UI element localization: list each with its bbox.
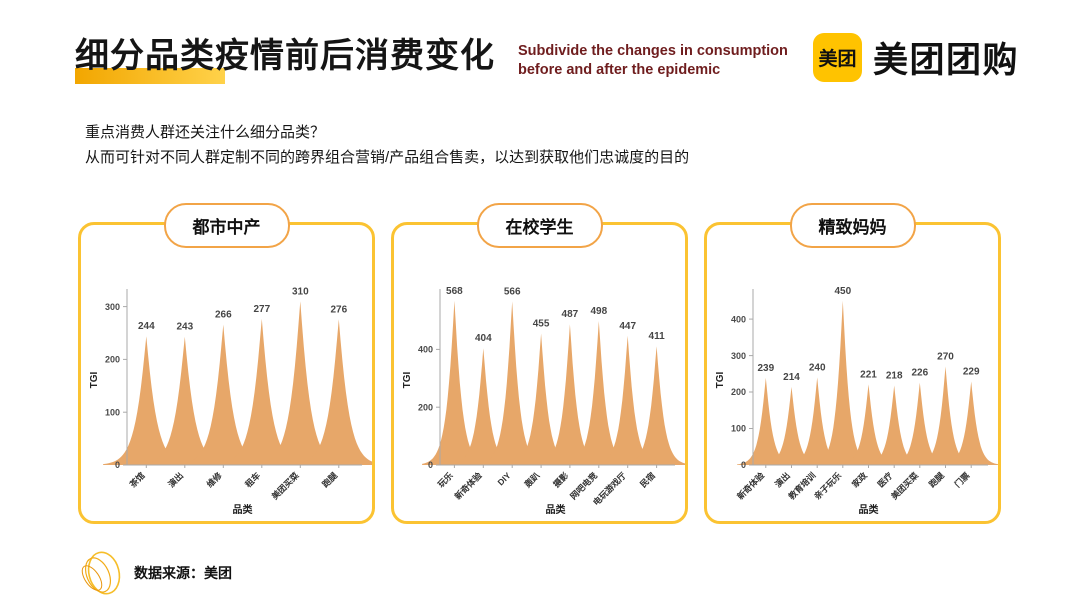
svg-text:家政: 家政 bbox=[850, 470, 869, 489]
svg-text:0: 0 bbox=[115, 460, 120, 470]
svg-text:568: 568 bbox=[446, 286, 463, 297]
svg-text:品类: 品类 bbox=[233, 503, 253, 516]
svg-text:200: 200 bbox=[418, 402, 433, 412]
svg-text:200: 200 bbox=[731, 387, 746, 397]
svg-text:摄影: 摄影 bbox=[551, 470, 570, 489]
svg-text:229: 229 bbox=[963, 367, 980, 378]
intro-line2: 从而可针对不同人群定制不同的跨界组合营销/产品组合售卖，以达到获取他们忠诚度的目… bbox=[85, 149, 690, 166]
svg-text:270: 270 bbox=[937, 352, 954, 363]
intro-line1: 重点消费人群还关注什么细分品类？ bbox=[85, 124, 326, 141]
page-subtitle-en: Subdivide the changes in consumption bef… bbox=[518, 42, 788, 80]
svg-text:487: 487 bbox=[562, 309, 579, 320]
svg-text:455: 455 bbox=[533, 319, 550, 330]
svg-text:品类: 品类 bbox=[859, 503, 879, 516]
data-source-text: 数据来源：美团 bbox=[134, 565, 232, 581]
svg-text:200: 200 bbox=[105, 355, 120, 365]
panel-title-pill: 精致妈妈 bbox=[789, 203, 916, 248]
svg-text:266: 266 bbox=[215, 310, 232, 321]
panel-urban-middle-class: 都市中产 244 243 266 277 310 276 0 100 200 300 茶馆 演出 维修租… bbox=[78, 203, 375, 524]
svg-text:100: 100 bbox=[731, 424, 746, 434]
svg-text:100: 100 bbox=[105, 407, 120, 417]
svg-text:214: 214 bbox=[783, 372, 800, 383]
svg-text:民宿: 民宿 bbox=[638, 470, 657, 489]
svg-text:亲子玩乐: 亲子玩乐 bbox=[812, 470, 843, 501]
svg-text:门票: 门票 bbox=[953, 470, 972, 489]
panel-title-pill: 都市中产 bbox=[163, 203, 290, 248]
svg-text:277: 277 bbox=[253, 304, 270, 315]
decorative-ellipses-icon bbox=[81, 551, 121, 595]
svg-text:跑腿: 跑腿 bbox=[927, 470, 946, 489]
svg-text:498: 498 bbox=[590, 306, 607, 317]
svg-text:226: 226 bbox=[911, 368, 928, 379]
svg-text:美团买菜: 美团买菜 bbox=[270, 470, 301, 501]
svg-text:447: 447 bbox=[619, 321, 636, 332]
svg-text:DIY: DIY bbox=[496, 470, 513, 487]
svg-text:品类: 品类 bbox=[546, 503, 566, 516]
svg-text:跑腿: 跑腿 bbox=[320, 470, 339, 489]
tgi-chart-refined-moms: 239 214 240 450 221 218 226 270 229 0 100 200 300 400… bbox=[715, 286, 998, 516]
svg-text:新奇体验: 新奇体验 bbox=[453, 470, 484, 501]
svg-text:美团买菜: 美团买菜 bbox=[889, 470, 920, 501]
svg-text:新奇体验: 新奇体验 bbox=[735, 470, 766, 501]
page-title: 细分品类疫情前后消费变化 bbox=[75, 37, 495, 75]
svg-text:310: 310 bbox=[292, 286, 309, 297]
svg-text:400: 400 bbox=[731, 314, 746, 324]
tgi-chart-urban-middle-class: 244 243 266 277 310 276 0 100 200 300 茶馆 演出 维修 租车 美团买菜… bbox=[89, 286, 372, 516]
svg-text:300: 300 bbox=[731, 351, 746, 361]
meituan-logo: 美团 美团团购 bbox=[813, 32, 1019, 83]
svg-text:243: 243 bbox=[176, 322, 193, 333]
svg-text:TGI: TGI bbox=[402, 371, 413, 388]
svg-text:411: 411 bbox=[649, 331, 666, 342]
footer: 数据来源：美团 bbox=[74, 550, 232, 596]
subtitle-line1: Subdivide the changes in consumption bbox=[518, 43, 788, 59]
meituan-logo-text: 美团团购 bbox=[873, 41, 1020, 80]
svg-text:租车: 租车 bbox=[243, 470, 262, 489]
svg-text:轰趴: 轰趴 bbox=[522, 470, 542, 490]
subtitle-line2: before and after the epidemic bbox=[518, 62, 721, 78]
svg-text:221: 221 bbox=[860, 369, 877, 380]
panel-refined-moms: 精致妈妈 239 214 240 450 221 218 226 270 229 0 100 200 3… bbox=[704, 203, 1001, 524]
svg-text:566: 566 bbox=[504, 286, 521, 297]
svg-text:医疗: 医疗 bbox=[876, 470, 895, 489]
svg-text:239: 239 bbox=[757, 363, 774, 374]
svg-text:玩乐: 玩乐 bbox=[436, 470, 455, 489]
panel-title-pill: 在校学生 bbox=[476, 203, 603, 248]
svg-text:240: 240 bbox=[809, 362, 826, 373]
svg-text:TGI: TGI bbox=[715, 371, 726, 388]
svg-text:300: 300 bbox=[105, 302, 120, 312]
svg-text:218: 218 bbox=[886, 371, 903, 382]
svg-text:244: 244 bbox=[138, 321, 155, 332]
svg-text:0: 0 bbox=[741, 460, 746, 470]
svg-text:450: 450 bbox=[834, 286, 851, 297]
panel-students: 在校学生 568 404 566 455 487 498 447 411 0 200 400 玩乐 新奇… bbox=[391, 203, 688, 524]
svg-text:0: 0 bbox=[428, 460, 433, 470]
svg-text:维修: 维修 bbox=[205, 470, 224, 489]
title-highlight-bar bbox=[75, 68, 225, 84]
svg-text:404: 404 bbox=[475, 333, 492, 344]
svg-text:演出: 演出 bbox=[166, 470, 185, 489]
svg-text:演出: 演出 bbox=[773, 470, 792, 489]
meituan-logo-icon: 美团 bbox=[813, 33, 862, 82]
svg-text:400: 400 bbox=[418, 345, 433, 355]
svg-text:TGI: TGI bbox=[89, 371, 100, 388]
intro-text: 重点消费人群还关注什么细分品类？ 从而可针对不同人群定制不同的跨界组合营销/产品… bbox=[85, 120, 689, 170]
svg-text:茶馆: 茶馆 bbox=[127, 470, 147, 490]
svg-text:276: 276 bbox=[330, 304, 347, 315]
svg-text:教育培训: 教育培训 bbox=[786, 470, 818, 502]
